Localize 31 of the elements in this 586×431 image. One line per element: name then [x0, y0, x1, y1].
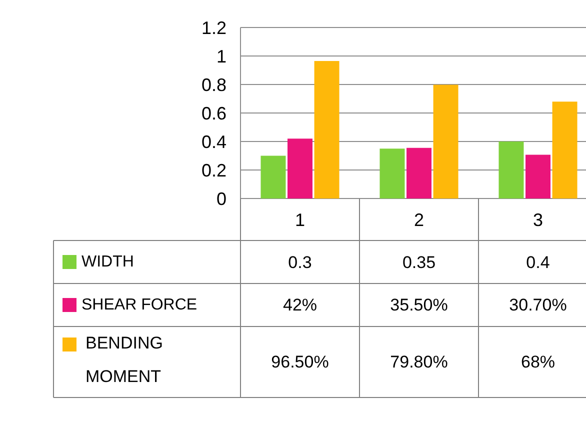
- data-label: 0.3: [288, 253, 312, 272]
- legend-label: BENDING MOMENT: [86, 334, 163, 386]
- data-label: 68%: [520, 352, 556, 372]
- y-tick-label: 1.2: [201, 18, 227, 38]
- y-tick-label: 0.4: [201, 132, 227, 152]
- data-label: 30.70%: [509, 296, 567, 314]
- data-label: 79.80%: [390, 352, 448, 372]
- x-tick-label: 2: [414, 210, 424, 230]
- y-tick-label: 0.8: [201, 75, 227, 95]
- y-tick-label: 0: [216, 189, 227, 209]
- x-tick-label: 1: [294, 210, 306, 230]
- legend-label: SHEAR FORCE: [82, 296, 198, 314]
- bar: [314, 60, 340, 198]
- bar: [260, 156, 286, 198]
- y-tick-label: 1: [216, 46, 227, 66]
- y-tick-label: 0.6: [201, 104, 227, 124]
- bar: [498, 142, 524, 198]
- data-label: 35.50%: [390, 296, 448, 314]
- data-label: 96.50%: [271, 352, 329, 372]
- bar: [406, 148, 432, 198]
- bar: [552, 102, 578, 198]
- data-label: 42%: [282, 296, 318, 314]
- y-tick-label: 0.2: [201, 160, 227, 180]
- data-label: 0.35: [402, 253, 436, 272]
- bar: [433, 84, 458, 198]
- legend-label: WIDTH: [82, 254, 134, 270]
- data-label: 0.4: [526, 253, 550, 272]
- bar: [526, 154, 550, 198]
- bar: [380, 148, 405, 198]
- bar: [288, 138, 312, 198]
- x-tick-label: 3: [532, 210, 544, 230]
